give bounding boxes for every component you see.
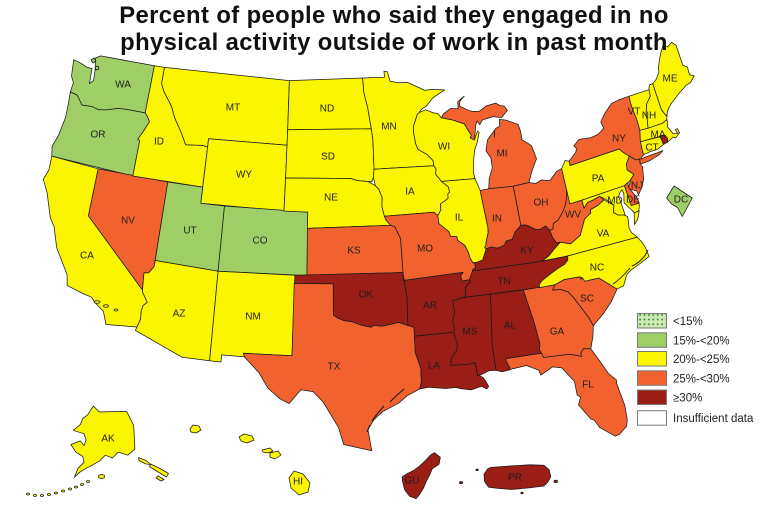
svg-text:ME: ME bbox=[663, 74, 678, 85]
svg-text:IA: IA bbox=[405, 187, 415, 198]
svg-text:IN: IN bbox=[492, 214, 502, 225]
svg-text:TN: TN bbox=[497, 277, 510, 288]
svg-text:DC: DC bbox=[674, 195, 688, 206]
svg-text:ND: ND bbox=[320, 104, 334, 115]
svg-text:NM: NM bbox=[245, 312, 261, 323]
svg-text:AK: AK bbox=[101, 434, 115, 445]
svg-text:OH: OH bbox=[534, 198, 549, 209]
svg-text:OK: OK bbox=[359, 290, 374, 301]
svg-text:MS: MS bbox=[463, 327, 478, 338]
svg-text:MN: MN bbox=[381, 122, 397, 133]
svg-text:AL: AL bbox=[504, 321, 517, 332]
svg-text:DE: DE bbox=[626, 195, 640, 206]
svg-text:UT: UT bbox=[183, 226, 196, 237]
svg-text:VT: VT bbox=[628, 107, 641, 118]
svg-text:Insufficient data: Insufficient data bbox=[673, 413, 754, 425]
svg-text:TX: TX bbox=[328, 362, 341, 373]
svg-text:NE: NE bbox=[324, 193, 338, 204]
svg-text:IL: IL bbox=[455, 213, 464, 224]
svg-text:20%-<25%: 20%-<25% bbox=[673, 354, 730, 366]
svg-text:physical activity outside of w: physical activity outside of work in pas… bbox=[120, 29, 668, 56]
svg-text:SD: SD bbox=[321, 152, 335, 163]
svg-text:CO: CO bbox=[253, 236, 268, 247]
svg-text:15%-<20%: 15%-<20% bbox=[673, 335, 730, 347]
svg-text:GA: GA bbox=[550, 327, 565, 338]
svg-text:MA: MA bbox=[651, 130, 666, 141]
svg-text:VA: VA bbox=[597, 229, 610, 240]
svg-text:WA: WA bbox=[115, 80, 131, 91]
svg-text:NH: NH bbox=[642, 111, 656, 122]
svg-text:SC: SC bbox=[580, 294, 594, 305]
svg-text:NJ: NJ bbox=[631, 181, 643, 192]
svg-text:MD: MD bbox=[607, 196, 623, 207]
svg-text:GU: GU bbox=[405, 476, 420, 487]
svg-text:NC: NC bbox=[590, 263, 604, 274]
svg-text:LA: LA bbox=[428, 361, 441, 372]
svg-text:FL: FL bbox=[582, 380, 594, 391]
svg-text:CT: CT bbox=[645, 143, 658, 154]
svg-text:AZ: AZ bbox=[173, 309, 186, 320]
svg-text:WV: WV bbox=[565, 210, 581, 221]
svg-text:Percent of people who said the: Percent of people who said they engaged … bbox=[119, 2, 669, 29]
svg-text:KS: KS bbox=[347, 246, 361, 257]
svg-text:KY: KY bbox=[520, 246, 534, 257]
svg-text:<15%: <15% bbox=[673, 316, 703, 328]
svg-text:CA: CA bbox=[80, 251, 94, 262]
svg-text:OR: OR bbox=[91, 130, 106, 141]
svg-text:MT: MT bbox=[226, 103, 240, 114]
svg-text:NV: NV bbox=[121, 216, 135, 227]
svg-text:MO: MO bbox=[417, 244, 433, 255]
svg-text:≥30%: ≥30% bbox=[673, 393, 702, 405]
svg-text:PR: PR bbox=[508, 473, 522, 484]
svg-text:WI: WI bbox=[438, 142, 450, 153]
svg-text:HI: HI bbox=[293, 477, 303, 488]
svg-text:MI: MI bbox=[496, 149, 507, 160]
svg-text:WY: WY bbox=[236, 170, 252, 181]
svg-text:25%-<30%: 25%-<30% bbox=[673, 373, 730, 385]
svg-text:NY: NY bbox=[612, 134, 626, 145]
svg-text:AR: AR bbox=[423, 301, 437, 312]
svg-text:PA: PA bbox=[592, 174, 605, 185]
svg-text:ID: ID bbox=[154, 137, 164, 148]
